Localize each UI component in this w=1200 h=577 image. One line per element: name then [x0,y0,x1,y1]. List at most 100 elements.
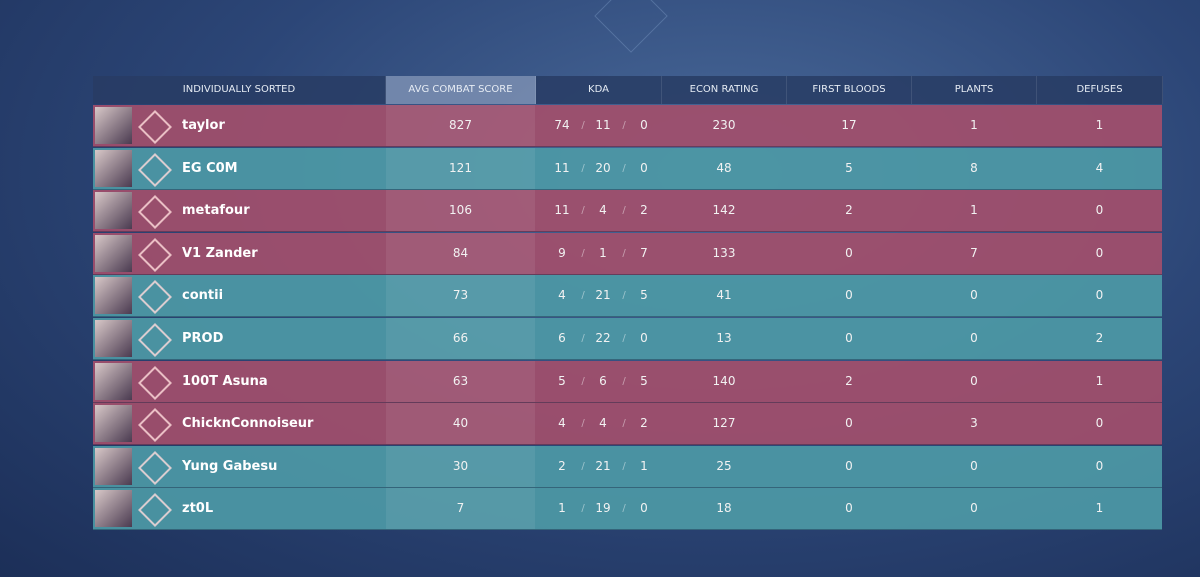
player-name: zt0L [182,501,214,517]
kda-value: 5 [558,373,566,388]
kda-separator: / [581,162,585,174]
kda-value: 11 [554,203,570,218]
kda-value: 11 [554,160,570,175]
player-row [93,190,1162,233]
acs: 66 [452,331,469,345]
agent-portrait [95,234,132,272]
kda-separator: / [581,290,585,302]
defuses: 0 [1095,416,1104,431]
plants: 7 [970,245,978,260]
plants: 8 [970,160,978,175]
agent-portrait [95,320,132,357]
kda-separator: / [622,333,626,344]
kda-value: 21 [595,458,611,473]
econ-rating: 140 [712,373,736,388]
kda-value: 4 [599,203,607,218]
plants: 1 [970,203,978,218]
acs: 106 [449,203,472,218]
kda-separator: / [581,375,585,387]
acs: 63 [452,373,469,388]
player-row [93,147,1162,190]
acs-highlight [386,360,535,402]
kda-value: 9 [558,245,566,260]
defuses: 1 [1095,118,1104,132]
acs-highlight [386,147,535,189]
econ-rating: 48 [716,160,732,175]
econ-rating: 18 [716,501,732,516]
player-name: EG C0M [182,160,238,176]
plants: 0 [970,501,978,516]
kda-separator: / [581,460,585,472]
kda-value: 7 [640,245,648,260]
first-bloods: 0 [845,331,853,345]
first-bloods: 0 [845,458,853,473]
decor-diamond [594,0,668,53]
acs: 827 [449,118,472,132]
econ-rating: 230 [712,118,736,132]
kda-value: 0 [640,501,648,516]
column-header[interactable]: KDA [536,76,662,104]
player-row [93,488,1162,531]
first-bloods: 17 [841,118,857,132]
defuses: 0 [1095,245,1104,260]
agent-portrait [95,405,132,443]
player-row [93,275,1162,318]
kda-separator: / [622,247,626,259]
acs-highlight [386,232,535,274]
agent-portrait [95,447,132,485]
kda-separator: / [581,205,585,217]
plants: 0 [970,288,978,303]
kda-value: 21 [595,288,611,303]
kda-separator: / [622,460,626,472]
kda-separator: / [622,503,626,515]
player-name: Yung Gabesu [182,458,278,474]
player-name: taylor [182,118,225,133]
kda-separator: / [581,418,585,430]
player-name: V1 Zander [182,245,258,261]
column-header[interactable]: FIRST BLOODS [787,76,912,104]
econ-rating: 127 [712,416,736,431]
column-header[interactable]: DEFUSES [1037,76,1163,104]
kda-value: 2 [640,203,648,218]
kda-value: 0 [640,118,648,132]
player-row [93,318,1162,360]
kda-value: 0 [640,160,648,175]
econ-rating: 41 [716,288,732,303]
kda-value: 22 [595,331,611,345]
defuses: 0 [1095,203,1104,218]
kda-value: 4 [558,416,566,431]
defuses: 0 [1095,288,1104,303]
first-bloods: 0 [845,501,853,516]
agent-portrait [95,149,132,187]
first-bloods: 5 [845,160,853,175]
econ-rating: 13 [716,331,732,345]
kda-value: 19 [595,501,611,516]
defuses: 1 [1095,501,1104,516]
agent-portrait [95,277,132,315]
player-row [93,445,1162,488]
column-header[interactable]: INDIVIDUALLY SORTED [93,76,386,104]
plants: 3 [970,416,978,431]
kda-separator: / [622,162,626,174]
column-header[interactable]: PLANTS [912,76,1037,104]
kda-value: 74 [554,118,570,132]
defuses: 1 [1095,373,1104,388]
kda-value: 1 [640,458,648,473]
first-bloods: 2 [845,203,853,218]
acs: 84 [452,245,469,260]
kda-value: 1 [558,501,566,516]
column-header[interactable]: AVG COMBAT SCORE [386,76,536,104]
first-bloods: 0 [845,245,853,260]
defuses: 4 [1095,160,1104,175]
column-header[interactable]: ECON RATING [662,76,787,104]
acs-highlight [386,275,535,317]
acs-highlight [386,445,535,487]
plants: 0 [970,458,978,473]
kda-value: 6 [558,331,566,345]
kda-value: 6 [599,373,607,388]
plants: 0 [970,373,978,388]
kda-value: 11 [595,118,611,132]
player-row [93,403,1162,446]
kda-separator: / [581,503,585,515]
